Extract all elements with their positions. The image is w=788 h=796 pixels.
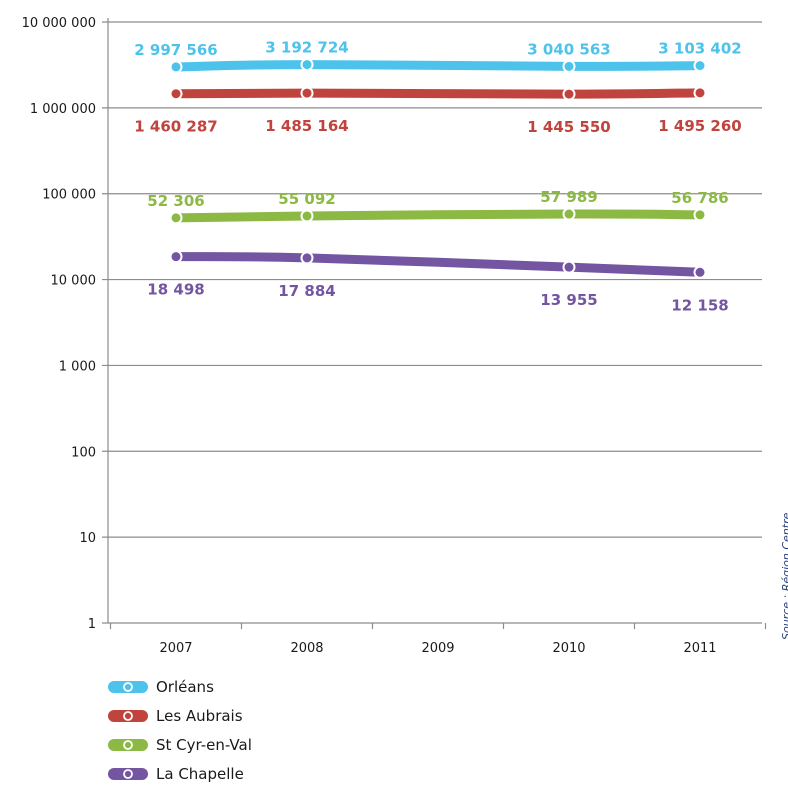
y-tick-label: 10 000 000 <box>22 16 96 31</box>
legend-label: Les Aubrais <box>156 707 243 725</box>
y-tick-label: 1 000 000 <box>30 102 96 117</box>
data-point <box>693 208 707 222</box>
data-point <box>169 250 183 264</box>
data-label: 1 485 164 <box>265 117 349 135</box>
x-tick-label: 2008 <box>290 641 323 656</box>
legend-label: La Chapelle <box>156 765 244 783</box>
x-tick-label: 2007 <box>159 641 192 656</box>
series-lines <box>169 58 707 279</box>
data-point <box>169 211 183 225</box>
data-point <box>169 87 183 101</box>
gridlines <box>102 21 762 538</box>
series-line <box>171 88 705 99</box>
data-point <box>300 209 314 223</box>
data-point <box>562 260 576 274</box>
series-line <box>171 252 705 277</box>
legend-label: St Cyr-en-Val <box>156 736 252 754</box>
data-label: 52 306 <box>147 192 204 210</box>
data-point <box>562 207 576 221</box>
legend-label: Orléans <box>156 678 214 696</box>
axes: 1 10 100 1 000 10 000 100 000 1 000 000 10 000 … <box>22 16 767 656</box>
data-point <box>300 251 314 265</box>
data-label: 1 460 287 <box>134 118 218 136</box>
data-point <box>562 87 576 101</box>
series-line <box>171 60 705 72</box>
data-point <box>562 59 576 73</box>
data-label: 18 498 <box>147 281 204 299</box>
legend-marker <box>123 711 133 721</box>
y-tick-label: 1 000 <box>59 359 96 374</box>
data-point <box>693 86 707 100</box>
data-label: 1 495 260 <box>658 117 742 135</box>
source-note: Source : Région Centre <box>780 512 788 640</box>
data-label: 3 040 563 <box>527 40 611 58</box>
y-tick-label: 100 <box>71 445 96 460</box>
x-tick-label: 2009 <box>421 641 454 656</box>
series-line <box>171 209 705 223</box>
data-label: 3 192 724 <box>265 39 349 57</box>
data-point <box>693 59 707 73</box>
x-tick-label: 2010 <box>552 641 585 656</box>
data-label: 2 997 566 <box>134 41 218 59</box>
data-label: 55 092 <box>278 190 335 208</box>
data-label: 12 158 <box>671 296 728 314</box>
data-label: 3 103 402 <box>658 40 742 58</box>
data-label: 17 884 <box>278 282 335 300</box>
legend-marker <box>123 682 133 692</box>
data-labels: 2 997 566 3 192 724 3 040 563 3 103 402 1 46… <box>134 39 742 315</box>
y-tick-label: 10 <box>79 531 96 546</box>
y-tick-label: 100 000 <box>42 188 96 203</box>
data-label: 57 989 <box>540 188 597 206</box>
legend-marker <box>123 769 133 779</box>
y-tick-label: 10 000 <box>51 274 97 289</box>
data-point <box>300 86 314 100</box>
data-label: 13 955 <box>540 291 597 309</box>
data-point <box>693 265 707 279</box>
legend: Orléans Les Aubrais St Cyr-en-Val La Chapel… <box>108 678 252 783</box>
y-tick-label: 1 <box>88 617 96 632</box>
legend-marker <box>123 740 133 750</box>
x-tick-label: 2011 <box>683 641 716 656</box>
data-label: 56 786 <box>671 189 728 207</box>
data-label: 1 445 550 <box>527 118 611 136</box>
data-point <box>169 60 183 74</box>
data-point <box>300 58 314 72</box>
